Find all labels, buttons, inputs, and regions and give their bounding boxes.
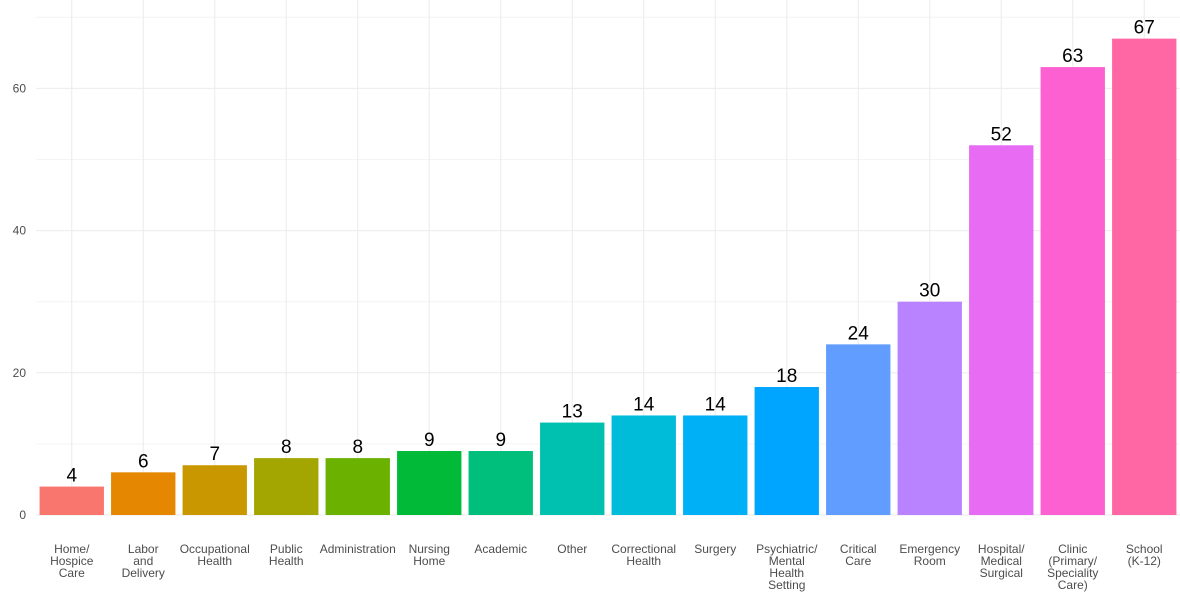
- x-tick-label: Psychiatric/Mental Health Setting: [756, 542, 818, 592]
- x-tick-label: Labor and Delivery: [122, 542, 165, 580]
- data-label: 67: [1134, 18, 1155, 39]
- data-label: 30: [919, 281, 940, 302]
- data-label: 63: [1062, 46, 1083, 67]
- bar: [754, 387, 819, 515]
- x-tick-label: Nursing Home: [409, 542, 450, 568]
- bar: [111, 472, 176, 515]
- x-tick-label: Correctional Health: [611, 542, 676, 568]
- data-label: 18: [776, 366, 797, 387]
- bar: [325, 458, 390, 515]
- data-label: 9: [424, 430, 435, 451]
- y-tick-label: 60: [13, 81, 27, 95]
- bar: [468, 451, 533, 515]
- x-tick-label: Occupational Health: [180, 542, 250, 568]
- data-label: 14: [705, 394, 727, 415]
- bar: [683, 415, 748, 515]
- data-label: 6: [138, 451, 149, 472]
- data-label: 13: [562, 402, 583, 423]
- bar: [39, 486, 104, 515]
- x-tick-label: Administration: [320, 542, 396, 556]
- data-label: 14: [633, 394, 655, 415]
- bar: [826, 344, 891, 515]
- bar: [397, 451, 462, 515]
- x-tick-label: Public Health: [269, 542, 304, 568]
- bars: [39, 38, 1177, 515]
- bar: [182, 465, 247, 515]
- y-axis: 0 20 40 60: [13, 81, 27, 522]
- x-tick-label: Clinic (Primary/Speciality Care): [1047, 542, 1098, 592]
- x-tick-label: Home/Hospice Care: [50, 542, 94, 580]
- bar: [254, 458, 319, 515]
- data-label: 7: [209, 444, 220, 465]
- data-label: 9: [495, 430, 506, 451]
- data-label: 4: [66, 466, 77, 487]
- bar: [1112, 38, 1177, 515]
- y-tick-label: 0: [19, 508, 26, 522]
- y-tick-label: 40: [13, 224, 27, 238]
- bar: [611, 415, 676, 515]
- bar: [540, 422, 605, 515]
- bar: [969, 145, 1034, 515]
- x-tick-label: Emergency Room: [899, 542, 960, 568]
- data-label: 52: [991, 124, 1012, 145]
- data-label: 24: [848, 323, 870, 344]
- x-tick-label: School (K-12): [1126, 542, 1163, 568]
- x-tick-label: Other: [557, 542, 587, 556]
- x-tick-label: Surgery: [694, 542, 736, 556]
- bar: [1040, 67, 1105, 515]
- x-tick-label: Critical Care: [840, 542, 877, 568]
- y-tick-label: 20: [13, 366, 27, 380]
- bar: [897, 301, 962, 515]
- x-tick-label: Academic: [474, 542, 527, 556]
- x-tick-label: Hospital/Medical Surgical: [978, 542, 1025, 580]
- data-label: 8: [281, 437, 292, 458]
- data-label: 8: [352, 437, 363, 458]
- x-axis: Home/Hospice Care Labor and Delivery Occupati…: [50, 542, 1163, 592]
